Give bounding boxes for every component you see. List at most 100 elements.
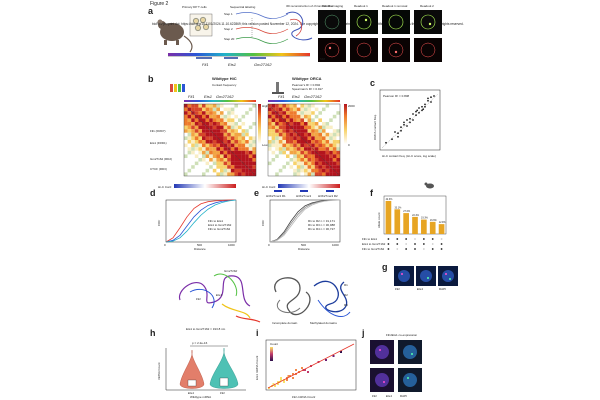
orca-heatmap-cell: [286, 154, 290, 159]
orca-heatmap-cell: [329, 118, 333, 123]
hic-heatmap-cell: [202, 129, 206, 133]
hic-heatmap-cell: [245, 140, 249, 144]
hic-heatmap-cell: [241, 118, 246, 123]
orca-heatmap-cell: [318, 107, 323, 112]
hic-heatmap-cell: [252, 154, 257, 159]
i-ylabel: Ets1 mRNA Count: [255, 355, 259, 380]
hic-heatmap-cell: [220, 165, 224, 169]
orca-heatmap-cell: [318, 104, 323, 108]
orca-heatmap-cell: [268, 129, 272, 133]
hic-heatmap-cell: [220, 140, 224, 144]
orca-heatmap-cell: [318, 129, 323, 133]
hic-heatmap-cell: [209, 114, 213, 119]
orca-heatmap-cell: [318, 168, 323, 173]
orca-heatmap-cell: [304, 140, 308, 144]
orca-heatmap-cell: [311, 147, 315, 151]
orca-heatmap-cell: [307, 161, 312, 166]
hic-heatmap-cell: [187, 118, 192, 123]
orca-heatmap-cell: [286, 158, 290, 162]
b-track-left: [184, 100, 256, 102]
f-bar-label: 33.1%: [394, 206, 402, 209]
orca-heatmap-cell: [296, 168, 301, 173]
hic-heatmap-cell: [238, 147, 242, 151]
hic-heatmap-cell: [227, 158, 231, 162]
orca-heatmap-cell: [275, 168, 279, 173]
orca-heatmap-cell: [311, 125, 315, 130]
hic-heatmap-cell: [234, 136, 239, 141]
orca-heatmap-cell: [293, 168, 297, 173]
b-side-label-1: Fli1 (FRD7): [150, 129, 166, 133]
b-colorbar-left-high: High: [262, 104, 269, 108]
hic-heatmap-cell: [238, 154, 242, 159]
orca-heatmap-cell: [314, 168, 319, 173]
panel-label-d: d: [150, 188, 156, 198]
i-scatter-point: [268, 387, 270, 389]
orca-heatmap-cell: [325, 107, 330, 112]
e-plot-frame: [269, 199, 341, 243]
hic-heatmap-cell: [216, 150, 221, 155]
g-label-dapi: DAPI: [439, 287, 446, 291]
orca-heatmap-cell: [318, 161, 323, 166]
orca-heatmap-cell: [289, 154, 294, 159]
f-bar: [412, 216, 418, 234]
hic-heatmap-cell: [184, 107, 188, 112]
hic-heatmap-cell: [212, 140, 217, 144]
orca-heatmap-cell: [336, 114, 341, 119]
orca-heatmap-cell: [271, 111, 276, 115]
c-scatter-point: [391, 138, 393, 141]
hic-heatmap-cell: [252, 168, 257, 173]
f-dot: [422, 248, 425, 250]
hic-heatmap-cell: [230, 172, 235, 177]
c-scatter-point: [400, 129, 402, 132]
orca-heatmap-cell: [296, 172, 301, 177]
orca-heatmap-cell: [271, 140, 276, 144]
micrograph-1: [318, 10, 346, 34]
hic-heatmap-cell: [209, 111, 213, 115]
orca-heatmap-cell: [307, 107, 312, 112]
hic-heatmap-cell: [202, 165, 206, 169]
a-gene-ets1: Ets1: [228, 62, 236, 67]
hic-heatmap-cell: [238, 161, 242, 166]
hic-heatmap-cell: [194, 154, 199, 159]
hic-heatmap-cell: [227, 111, 231, 115]
orca-heatmap-cell: [282, 129, 287, 133]
hic-heatmap-cell: [184, 168, 188, 173]
orca-heatmap-cell: [278, 136, 283, 141]
orca-heatmap-cell: [300, 118, 305, 123]
hic-heatmap-cell: [241, 140, 246, 144]
hic-heatmap-cell: [205, 136, 210, 141]
hic-heatmap-cell: [202, 172, 206, 177]
hic-heatmap-cell: [216, 111, 221, 115]
c-scatter-point: [412, 113, 414, 115]
orca-heatmap-cell: [304, 114, 308, 119]
hic-heatmap-cell: [227, 107, 231, 112]
orca-heatmap-cell: [282, 132, 287, 137]
orca-heatmap-cell: [296, 158, 301, 162]
d-legend-1: Fli1 to Ets1: [208, 219, 223, 223]
orca-heatmap-cell: [325, 143, 330, 148]
hic-heatmap-cell: [248, 143, 253, 148]
orca-heatmap-cell: [271, 132, 276, 137]
hic-heatmap-cell: [187, 161, 192, 166]
d-xtick-0: 0: [164, 243, 166, 247]
micrograph-5: [318, 38, 346, 62]
hic-heatmap-cell: [230, 165, 235, 169]
hic-heatmap-cell: [238, 118, 242, 123]
hic-heatmap-cell: [252, 158, 257, 162]
orca-heatmap-cell: [325, 111, 330, 115]
hic-heatmap-cell: [184, 140, 188, 144]
c-trend-line: [381, 93, 439, 149]
orca-heatmap-cell: [278, 161, 283, 166]
orca-heatmap-cell: [282, 136, 287, 141]
orca-heatmap-cell: [286, 161, 290, 166]
f-row-1: Fli1 to Ets1: [362, 237, 377, 241]
orca-heatmap-cell: [278, 165, 283, 169]
orca-heatmap-cell: [293, 104, 297, 108]
orca-heatmap-cell: [307, 122, 312, 126]
g-label-ets1: Ets1: [417, 287, 423, 291]
hic-heatmap-cell: [202, 114, 206, 119]
hic-heatmap-cell: [248, 122, 253, 126]
hic-heatmap-cell: [198, 111, 203, 115]
orca-heatmap-cell: [322, 136, 326, 141]
hic-heatmap-cell: [209, 158, 213, 162]
